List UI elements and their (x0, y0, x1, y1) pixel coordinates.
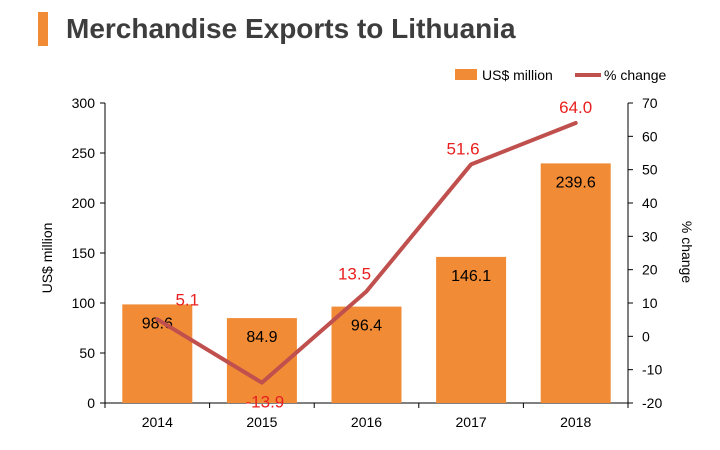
y-tick-label-right: 50 (642, 162, 658, 178)
y-tick-label-left: 150 (72, 245, 96, 261)
chart-title: Merchandise Exports to Lithuania (66, 13, 516, 44)
y-tick-label-right: -10 (642, 362, 662, 378)
bar (436, 256, 507, 403)
line-value-label: 64.0 (559, 98, 592, 117)
y-tick-label-left: 300 (72, 95, 96, 111)
line-value-label: 13.5 (338, 264, 371, 283)
y-axis-right-title: % change (679, 221, 695, 283)
y-tick-label-right: 70 (642, 95, 658, 111)
y-tick-label-right: 60 (642, 128, 658, 144)
y-axis-left-title: US$ million (39, 223, 55, 294)
axes: 0 50 100 150 200 250 300 -20 -10 0 10 20 30 40 50 60 70 (72, 95, 663, 411)
y-tick-label-left: 250 (72, 145, 96, 161)
bar (540, 163, 611, 403)
line-labels: 5.1 -13.9 13.5 51.6 64.0 (175, 98, 592, 412)
y-tick-label-right: 20 (642, 262, 658, 278)
y-tick-label-right: 30 (642, 228, 658, 244)
x-tick-label: 2017 (456, 414, 487, 430)
y-tick-label-right: 10 (642, 295, 658, 311)
x-tick-labels: 2014 2015 2016 2017 2018 (142, 414, 592, 430)
x-tick-label: 2015 (246, 414, 277, 430)
bar-value-label: 84.9 (246, 329, 277, 346)
x-tick-label: 2016 (351, 414, 382, 430)
bar-labels: 98.6 84.9 96.4 146.1 239.6 (142, 174, 596, 346)
legend: US$ million % change (455, 67, 666, 83)
bars (122, 163, 611, 403)
y-tick-label-right: 0 (642, 328, 650, 344)
y-tick-label-left: 100 (72, 295, 96, 311)
line-value-label: 51.6 (447, 139, 480, 158)
bar-value-label: 239.6 (556, 174, 596, 191)
percent-change-line (155, 121, 578, 385)
y-tick-label-right: 40 (642, 195, 658, 211)
x-tick-label: 2014 (142, 414, 173, 430)
y-tick-label-left: 200 (72, 195, 96, 211)
line-series (155, 121, 578, 385)
x-tick-label: 2018 (560, 414, 591, 430)
y-tick-label-left: 50 (79, 345, 95, 361)
title-accent-bar (38, 12, 48, 46)
bar (331, 306, 402, 403)
legend-label-line: % change (604, 67, 666, 83)
y-tick-label-right: -20 (642, 395, 662, 411)
legend-label-bar: US$ million (482, 67, 553, 83)
y-tick-label-left: 0 (87, 395, 95, 411)
line-value-label: -13.9 (246, 393, 285, 412)
bar-value-label: 96.4 (351, 318, 382, 335)
bar-value-label: 98.6 (142, 315, 173, 332)
line-value-label: 5.1 (175, 290, 199, 309)
bar-value-label: 146.1 (451, 268, 491, 285)
legend-swatch-bar (455, 69, 477, 80)
